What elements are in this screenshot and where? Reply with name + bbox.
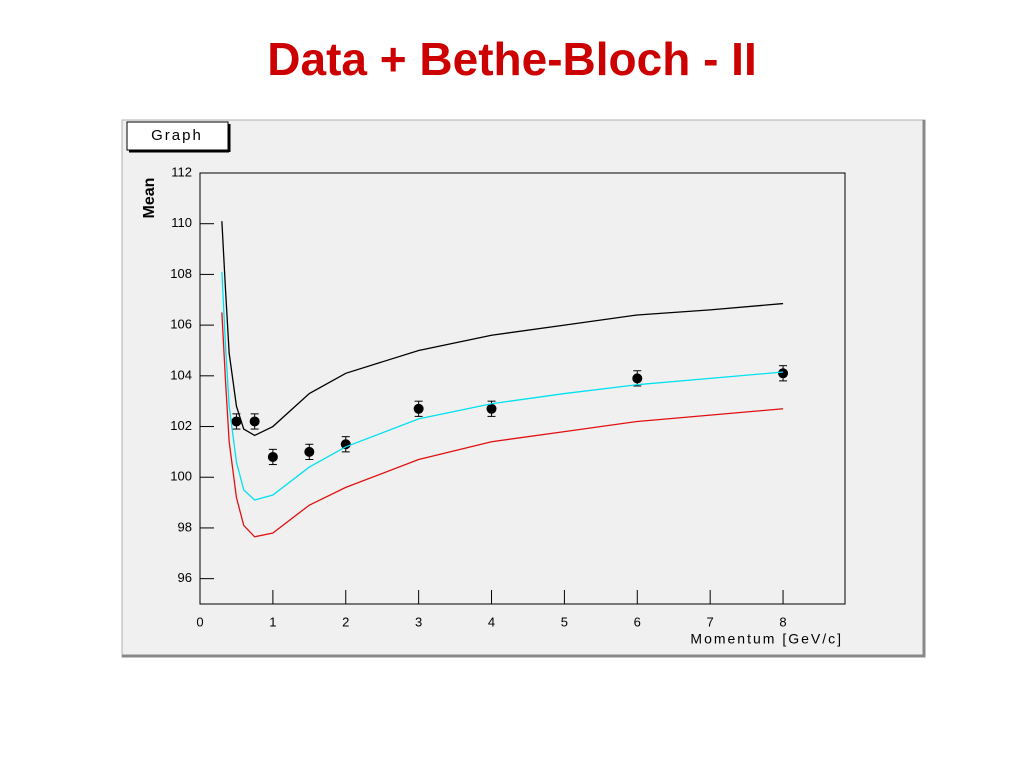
y-axis-label: Mean [141, 178, 158, 219]
y-tick-label: 104 [170, 367, 192, 382]
y-tick-label: 96 [178, 570, 192, 585]
data-point [486, 403, 497, 414]
x-tick-label: 0 [196, 614, 203, 629]
y-tick-label: 106 [170, 317, 192, 332]
y-tick-label: 98 [178, 519, 192, 534]
plot-frame [199, 172, 846, 605]
graph-label: Graph [151, 127, 203, 144]
data-point [778, 368, 789, 379]
data-point [304, 446, 315, 457]
y-tick-label: 110 [171, 215, 192, 230]
x-tick-label: 4 [488, 614, 495, 629]
x-tick-label: 3 [415, 614, 422, 629]
data-point [267, 451, 278, 462]
y-tick-label: 112 [171, 164, 192, 179]
data-point [632, 373, 643, 384]
curve [221, 271, 784, 501]
x-tick-label: 6 [634, 614, 641, 629]
x-tick-label: 2 [342, 614, 349, 629]
slide-title: Data + Bethe-Bloch - II [267, 33, 756, 85]
curve [221, 312, 784, 538]
x-tick-label: 7 [707, 614, 714, 629]
y-tick-label: 108 [170, 266, 192, 281]
x-tick-label: 1 [269, 614, 276, 629]
data-point [340, 439, 351, 450]
curve [221, 221, 784, 437]
x-axis-label: Momentum [GeV/c] [690, 631, 843, 647]
graph-label-box [126, 121, 229, 151]
data-point [413, 403, 424, 414]
y-tick-label: 102 [170, 418, 192, 433]
data-point [249, 416, 260, 427]
plot-area: 96 98 100 102 104 106 108 110 112 0 1 2 3 4 5 6 7 8 [170, 164, 789, 629]
x-tick-label: 8 [779, 614, 786, 629]
x-tick-label: 5 [561, 614, 568, 629]
data-point [231, 416, 242, 427]
y-tick-label: 100 [170, 469, 192, 484]
